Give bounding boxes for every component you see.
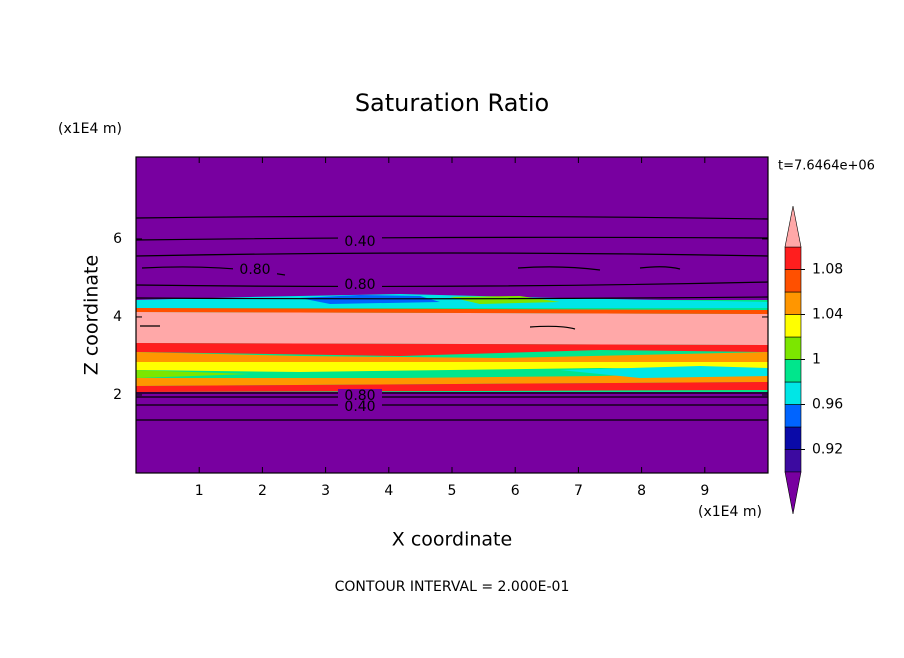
x-tick-label: 1 <box>195 483 204 499</box>
colorbar-box <box>784 404 802 428</box>
fill-region <box>136 294 768 308</box>
contour-line <box>135 296 769 300</box>
contour-field: 0.400.800.800.800.40 <box>135 157 769 473</box>
colorbar-box <box>784 336 802 360</box>
fill-region <box>560 366 768 378</box>
contour-line <box>517 266 601 271</box>
contour-label: 0.80 <box>344 277 375 293</box>
x-tick-label: 4 <box>384 483 393 499</box>
fill-region <box>136 362 768 372</box>
colorbar-tick-label: 1 <box>812 352 821 368</box>
colorbar-box <box>784 359 802 383</box>
colorbar-tick-label: 0.92 <box>812 442 843 458</box>
colorbar-box <box>784 449 802 473</box>
contour-label-bg <box>233 263 277 277</box>
x-tick-label: 3 <box>321 483 330 499</box>
contour-line <box>639 266 681 270</box>
y-unit: (x1E4 m) <box>58 121 122 137</box>
colorbar-box <box>784 426 802 450</box>
contour-line <box>135 215 769 220</box>
fill-region <box>136 382 768 392</box>
contour-label: 0.80 <box>239 262 270 278</box>
x-unit: (x1E4 m) <box>698 504 762 520</box>
chart-title: Saturation Ratio <box>355 89 549 117</box>
fill-region <box>136 352 768 362</box>
contour-label-bg <box>338 389 382 403</box>
y-axis-label: Z coordinate <box>81 255 103 375</box>
contour-label-bg <box>338 400 382 414</box>
contour-line <box>135 236 769 241</box>
contour-label-bg <box>338 278 382 292</box>
y-tick-label: 4 <box>113 309 122 325</box>
colorbar-box <box>784 269 802 293</box>
x-tick-label: 5 <box>448 483 457 499</box>
colorbar-over <box>784 205 802 248</box>
contour-label: 0.40 <box>344 399 375 415</box>
time-label: t=7.6464e+06 <box>778 159 875 174</box>
y-tick-label: 2 <box>113 387 122 403</box>
colorbar-tick-label: 1.08 <box>812 262 843 278</box>
colorbar-box <box>784 291 802 315</box>
contour-line <box>135 252 769 257</box>
x-tick-label: 6 <box>511 483 520 499</box>
contour-label-bg <box>338 235 382 249</box>
fill-region <box>300 295 440 304</box>
colorbar-tick-label: 1.04 <box>812 307 843 323</box>
x-axis-label: X coordinate <box>392 529 512 551</box>
x-tick-label: 9 <box>700 483 709 499</box>
colorbar-box <box>784 314 802 338</box>
fill-region <box>136 372 768 386</box>
colorbar-tick-label: 0.96 <box>812 397 843 413</box>
colorbar-under <box>784 471 802 515</box>
colorbar-box <box>784 246 802 270</box>
fill-region <box>136 312 768 345</box>
contour-label: 0.40 <box>344 234 375 250</box>
colorbar-box <box>784 381 802 405</box>
x-tick-label: 8 <box>637 483 646 499</box>
fill-region <box>136 343 768 356</box>
footer-note: CONTOUR INTERVAL = 2.000E-01 <box>335 579 570 595</box>
contour-line <box>135 281 769 288</box>
fill-region <box>136 308 768 314</box>
contour-line <box>529 325 576 330</box>
x-tick-label: 2 <box>258 483 267 499</box>
fill-region <box>136 370 250 378</box>
x-tick-label: 7 <box>574 483 583 499</box>
y-tick-label: 6 <box>113 231 122 247</box>
